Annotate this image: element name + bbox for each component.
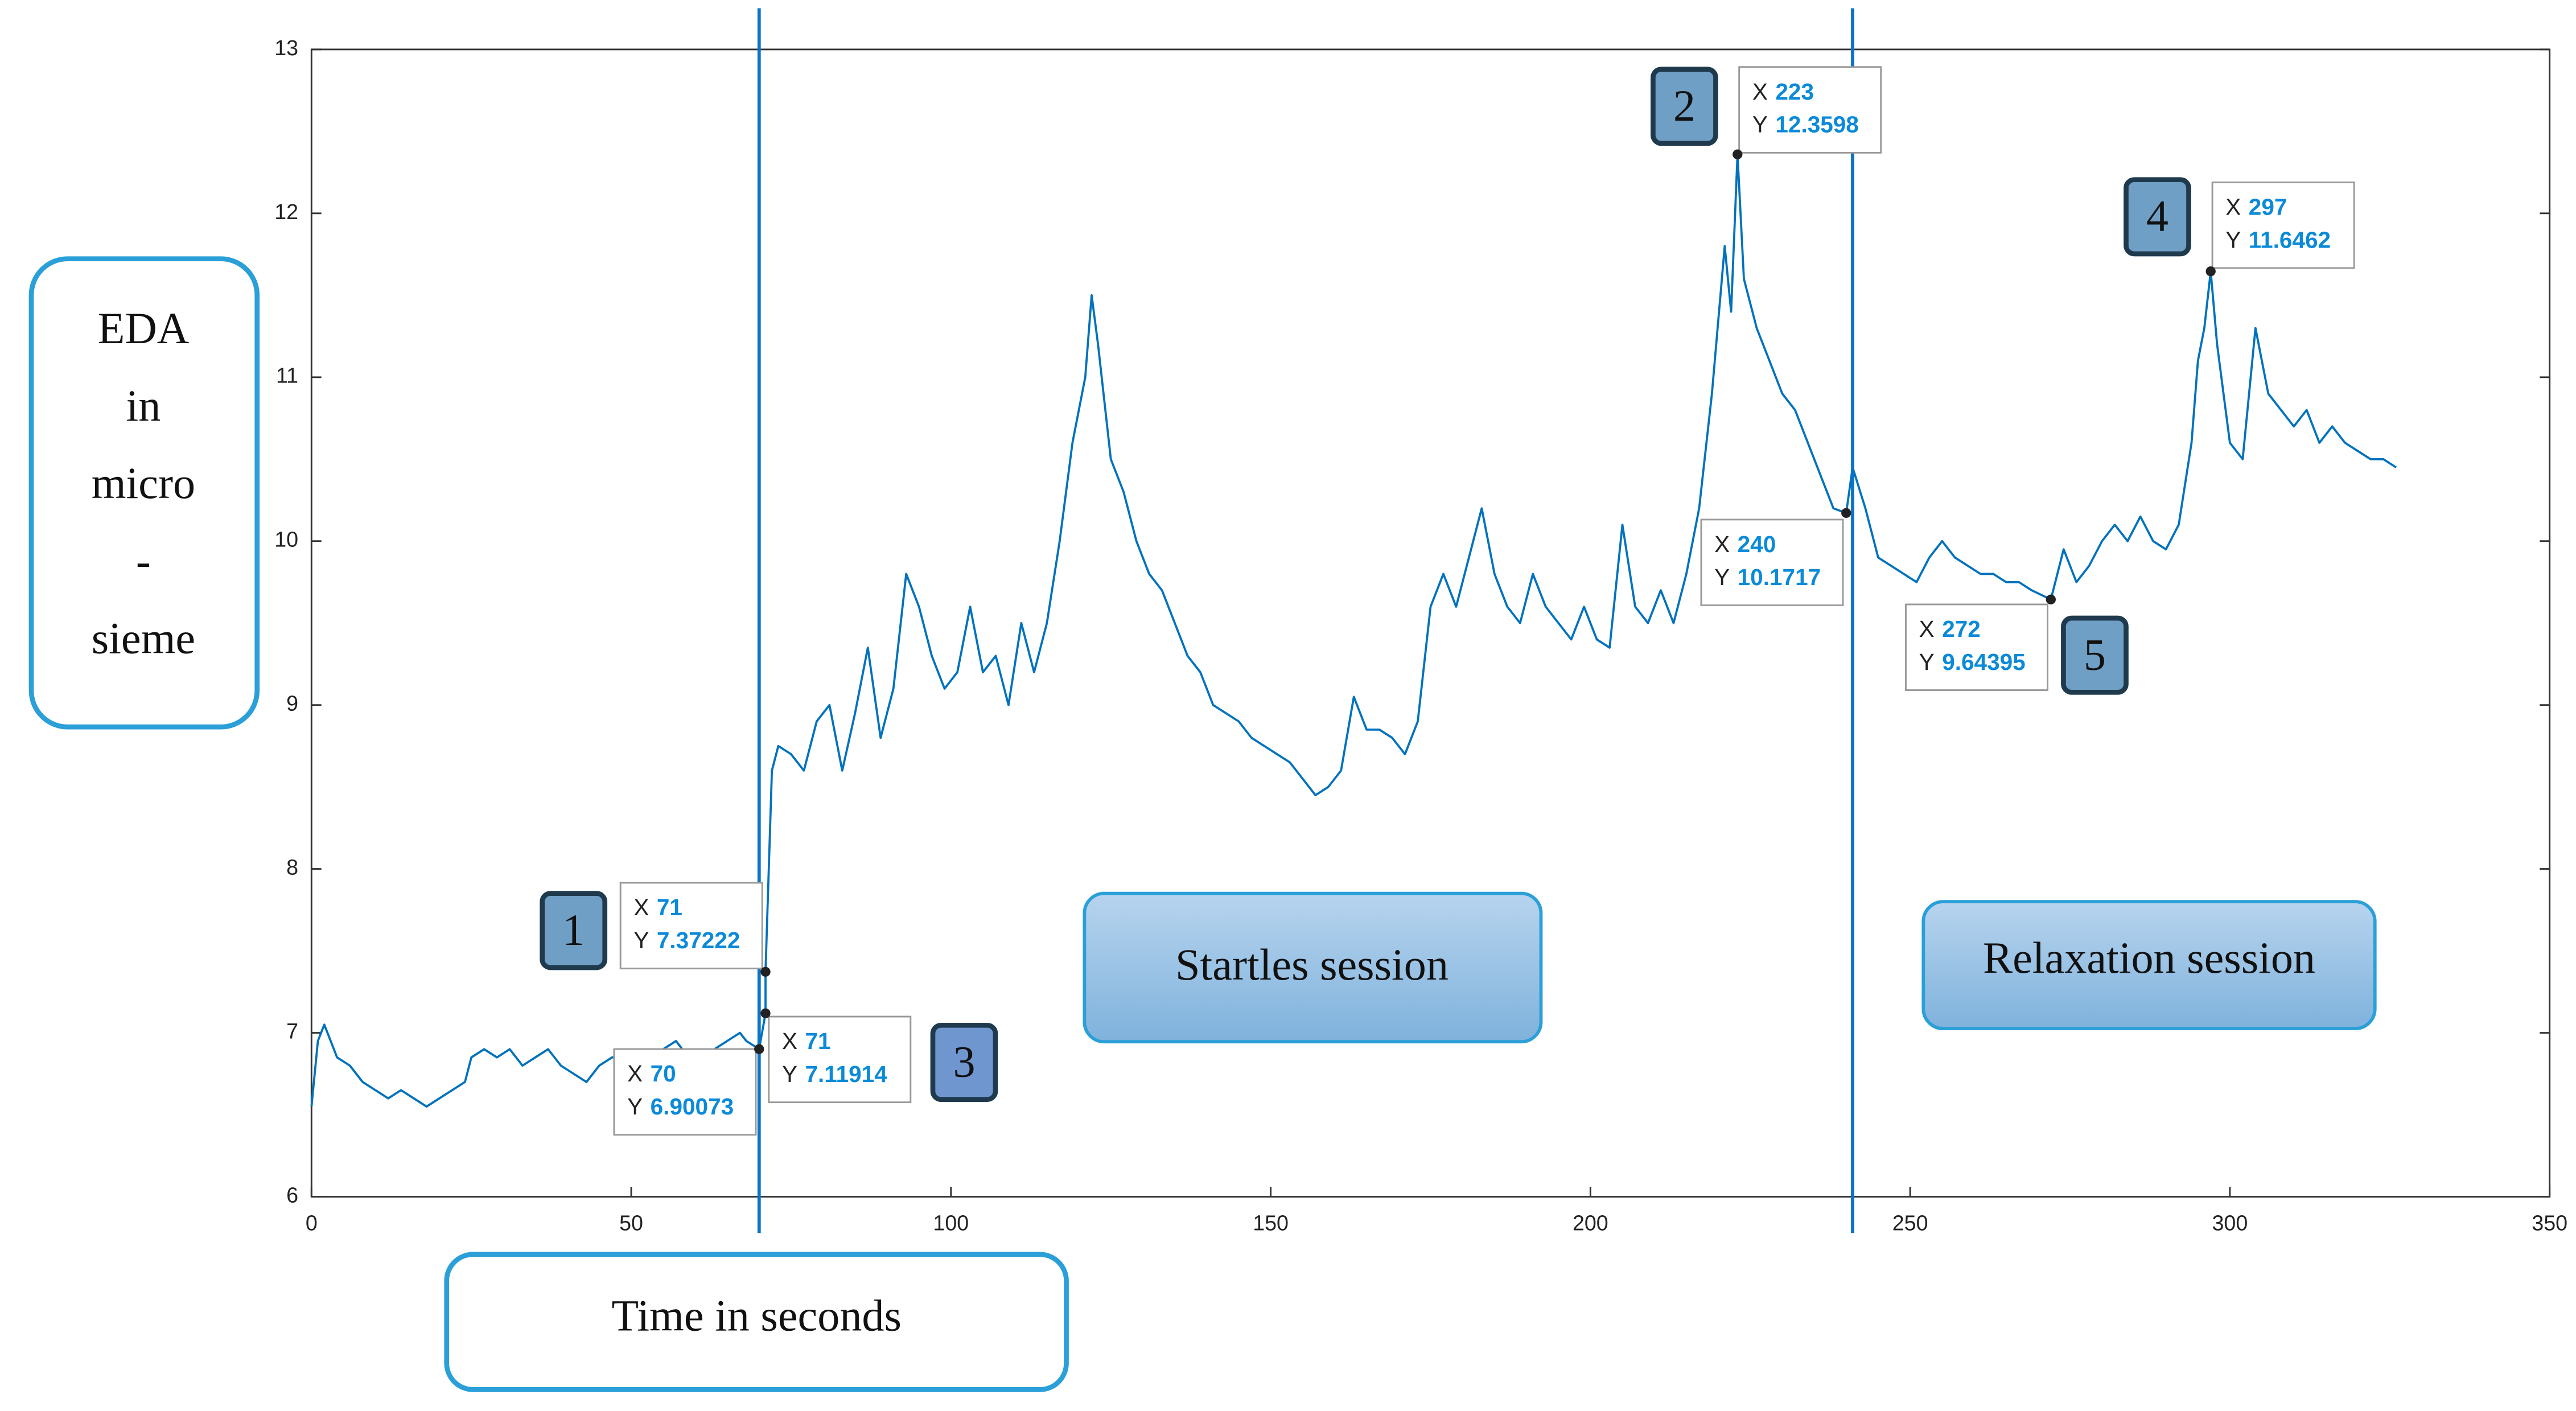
- x-axis-label: Time in seconds: [611, 1291, 902, 1340]
- datatip-box: [2211, 181, 2355, 269]
- badge: [2061, 615, 2129, 695]
- datatip-box: [768, 1015, 912, 1104]
- datatip-y-label: Y: [782, 1061, 797, 1087]
- datatip-x-label: X: [633, 894, 649, 920]
- x-tick-label: 200: [1573, 1211, 1608, 1235]
- badge-label: 2: [1673, 81, 1696, 130]
- datatip-x-value: 71: [805, 1028, 830, 1054]
- x-label-box: [444, 1252, 1069, 1392]
- x-tick-label: 350: [2532, 1211, 2567, 1235]
- datatip-box: [1905, 603, 2048, 691]
- datatip-box: [1700, 519, 1844, 606]
- badge: [540, 891, 608, 970]
- datatip-point: [760, 1008, 771, 1018]
- y-tick-label: 7: [286, 1019, 298, 1043]
- datatip-x-label: X: [1919, 616, 1935, 642]
- datatip-y-label: Y: [2225, 227, 2241, 253]
- datatip-y-label: Y: [1919, 649, 1935, 675]
- badge: [1651, 67, 1718, 146]
- datatip-y-label: Y: [633, 927, 649, 953]
- datatip-point: [2046, 594, 2056, 604]
- x-tick-label: 250: [1892, 1211, 1928, 1235]
- datatip-x-value: 70: [651, 1060, 676, 1087]
- y-tick-label: 11: [276, 364, 298, 388]
- datatip-x-label: X: [2225, 194, 2241, 220]
- badge-label: 1: [562, 905, 585, 955]
- datatip-x-value: 240: [1738, 531, 1776, 557]
- datatip-point: [760, 966, 771, 977]
- datatip-y-value: 12.3598: [1775, 112, 1859, 138]
- session-label: Startles session: [1175, 940, 1449, 989]
- datatip-box: [613, 1048, 757, 1136]
- y-axis-label: micro: [92, 458, 195, 508]
- datatip-y-value: 7.11914: [805, 1061, 887, 1087]
- badge: [2124, 177, 2191, 257]
- y-tick-label: 6: [286, 1183, 298, 1207]
- x-tick-label: 100: [933, 1211, 969, 1235]
- y-axis-label: in: [126, 381, 161, 430]
- x-tick-label: 150: [1253, 1211, 1289, 1235]
- datatip-x-label: X: [782, 1028, 797, 1054]
- y-tick-label: 13: [274, 36, 298, 60]
- badge-label: 5: [2084, 630, 2106, 679]
- datatip-y-label: Y: [1714, 564, 1730, 590]
- y-tick-label: 9: [286, 692, 298, 715]
- datatip-point: [1733, 149, 1743, 159]
- y-axis-label: EDA: [98, 303, 190, 353]
- datatip-box: [619, 882, 763, 970]
- y-label-box: [28, 256, 260, 730]
- y-tick-label: 10: [274, 528, 298, 552]
- session-box: [1921, 900, 2377, 1031]
- y-tick-label: 12: [274, 200, 298, 224]
- datatip-y-label: Y: [627, 1093, 643, 1120]
- y-tick-label: 8: [286, 855, 298, 879]
- x-tick-label: 50: [619, 1211, 643, 1235]
- y-axis-label: -: [136, 536, 151, 585]
- datatip-y-value: 6.90073: [651, 1093, 734, 1120]
- datatip-x-value: 223: [1775, 79, 1814, 105]
- datatip-x-value: 71: [657, 894, 682, 920]
- datatip-point: [754, 1044, 764, 1054]
- x-tick-label: 0: [306, 1211, 318, 1235]
- datatip-y-value: 7.37222: [657, 927, 740, 953]
- datatip-y-value: 11.6462: [2249, 227, 2331, 253]
- y-axis-label: sieme: [92, 613, 195, 663]
- datatip-y-value: 10.1717: [1738, 564, 1821, 590]
- badge-label: 3: [953, 1037, 975, 1087]
- x-tick-label: 300: [2212, 1211, 2248, 1235]
- session-box: [1083, 891, 1543, 1044]
- datatip-point: [2205, 266, 2216, 277]
- datatip-x-label: X: [1714, 531, 1730, 557]
- datatip-y-value: 9.64395: [1942, 649, 2026, 675]
- datatip-y-label: Y: [1752, 112, 1768, 138]
- datatip-point: [1841, 508, 1851, 518]
- datatip-x-label: X: [627, 1060, 643, 1087]
- datatip-x-label: X: [1752, 79, 1768, 105]
- badge: [930, 1022, 998, 1102]
- session-label: Relaxation session: [1983, 933, 2315, 982]
- datatip-x-value: 297: [2249, 194, 2287, 220]
- datatip-box: [1738, 66, 1882, 154]
- datatip-x-value: 272: [1942, 616, 1981, 642]
- badge-label: 4: [2146, 191, 2168, 241]
